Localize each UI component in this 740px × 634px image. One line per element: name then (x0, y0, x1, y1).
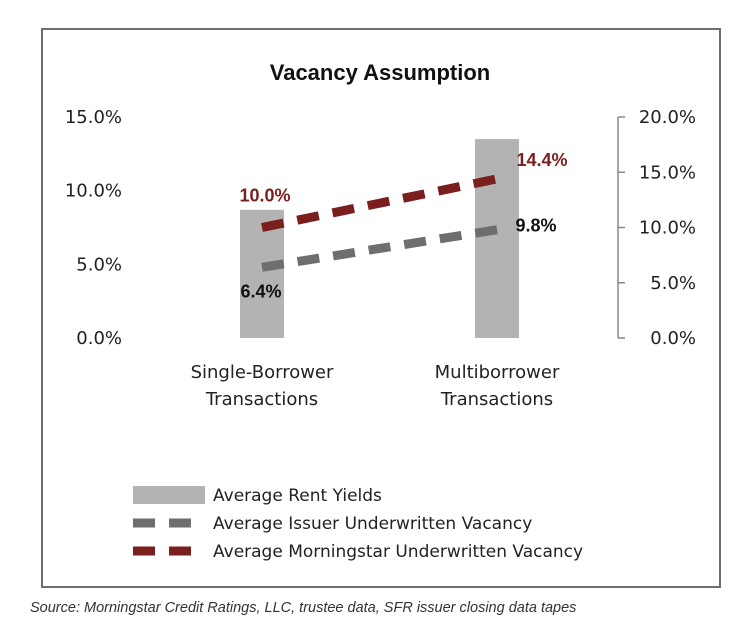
right-tick-label: 5.0% (650, 273, 696, 294)
category-label: Transactions (440, 389, 553, 410)
legend-item-rent-yields: Average Rent Yields (133, 486, 382, 506)
left-tick-label: 15.0% (65, 107, 122, 128)
line-issuer-vacancy (261, 225, 498, 272)
chart-frame (41, 28, 721, 588)
data-label: 9.8% (515, 216, 556, 236)
data-label: 14.4% (516, 150, 567, 170)
legend-label: Average Rent Yields (213, 486, 382, 506)
bar-average-rent-yields (475, 139, 519, 338)
data-label: 10.0% (239, 186, 290, 206)
bar-average-rent-yields (240, 209, 284, 338)
legend-swatch (133, 486, 205, 504)
line-morningstar-vacancy (261, 174, 498, 232)
chart-title: Vacancy Assumption (270, 60, 490, 85)
category-label: Multiborrower (435, 362, 560, 383)
left-tick-label: 10.0% (65, 181, 122, 202)
right-tick-label: 10.0% (639, 218, 696, 239)
legend-item-issuer-vacancy: Average Issuer Underwritten Vacancy (133, 514, 532, 534)
legend-label: Average Issuer Underwritten Vacancy (213, 514, 532, 534)
vacancy-chart: Vacancy Assumption 15.0% 10.0% 5.0% 0.0% 20… (65, 60, 696, 562)
right-tick-label: 15.0% (639, 162, 696, 183)
right-tick-label: 0.0% (650, 328, 696, 349)
legend-label: Average Morningstar Underwritten Vacancy (213, 542, 583, 562)
right-tick-label: 20.0% (639, 107, 696, 128)
source-note: Source: Morningstar Credit Ratings, LLC,… (30, 600, 577, 616)
category-label: Single-Borrower (191, 362, 334, 383)
legend-item-morningstar-vacancy: Average Morningstar Underwritten Vacancy (133, 542, 583, 562)
left-tick-label: 0.0% (76, 328, 122, 349)
data-label: 6.4% (240, 281, 281, 301)
left-tick-label: 5.0% (76, 254, 122, 275)
category-label: Transactions (205, 389, 318, 410)
